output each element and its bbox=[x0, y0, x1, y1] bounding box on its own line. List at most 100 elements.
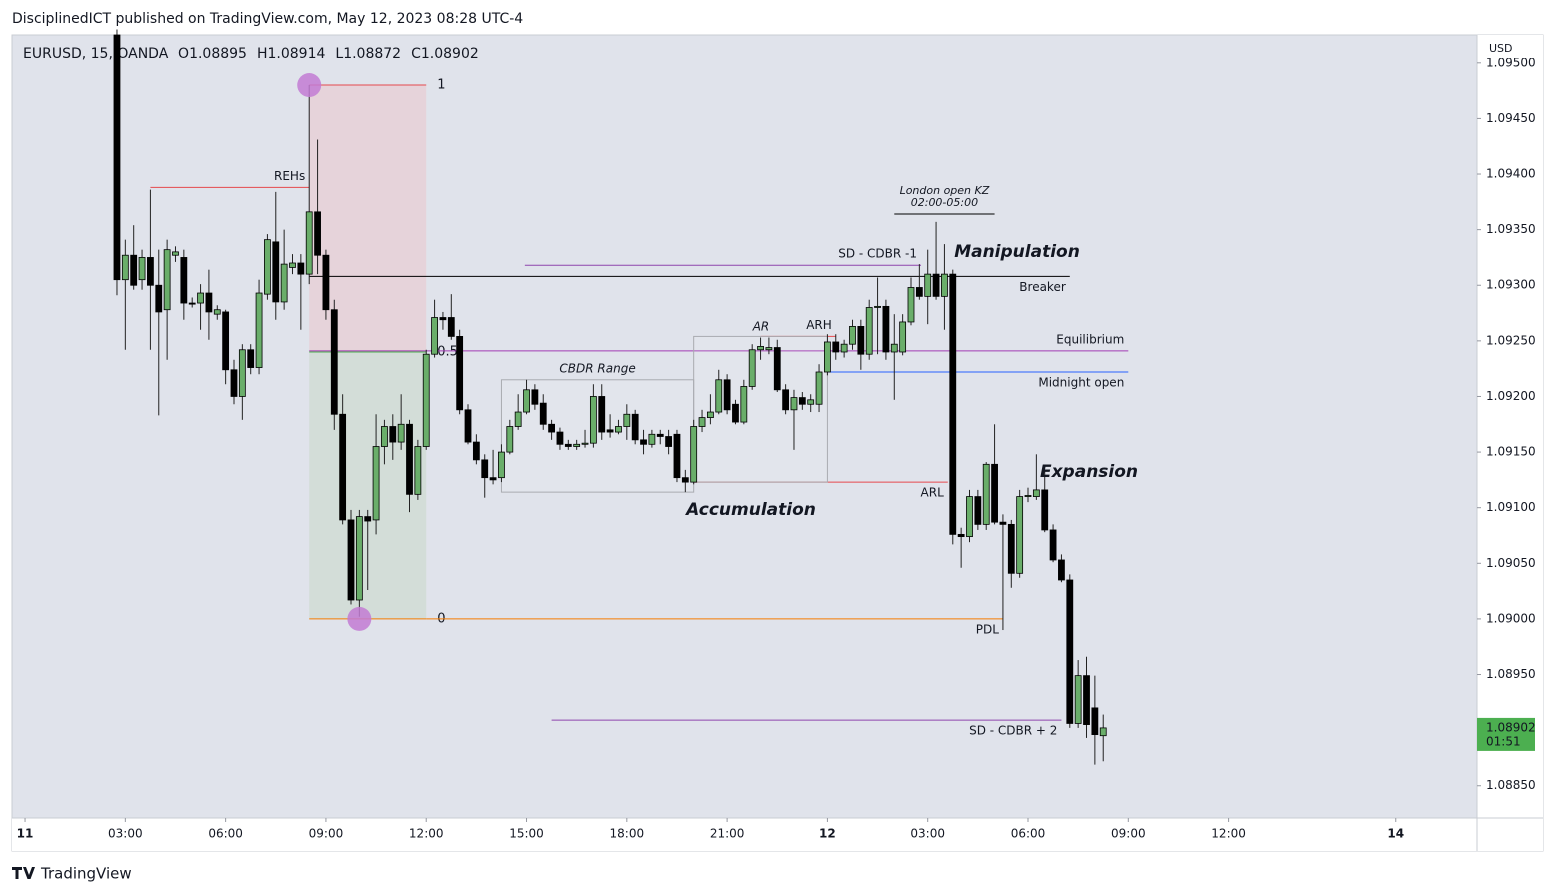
candle-body bbox=[857, 326, 865, 355]
level-label: ARH bbox=[806, 318, 832, 332]
candle-body bbox=[364, 516, 372, 522]
candle-body bbox=[531, 389, 539, 405]
candle-body bbox=[130, 254, 138, 286]
x-tick-label: 14 bbox=[1387, 827, 1404, 841]
currency-bg bbox=[1479, 40, 1539, 58]
candle-body bbox=[757, 346, 764, 351]
y-tick-label: 1.08950 bbox=[1486, 667, 1536, 681]
candle-body bbox=[1007, 523, 1015, 574]
candle-body bbox=[523, 389, 530, 413]
candle-body bbox=[765, 347, 773, 351]
annotation-text: Accumulation bbox=[684, 500, 816, 520]
price-axis-area bbox=[1477, 35, 1543, 851]
candle-body bbox=[874, 305, 881, 308]
candle-body bbox=[790, 397, 798, 411]
candle-body bbox=[815, 371, 823, 405]
candle-body bbox=[748, 349, 756, 387]
x-tick-label: 09:00 bbox=[1111, 827, 1146, 841]
brand-logo: TradingView bbox=[12, 865, 132, 883]
candle-body bbox=[656, 433, 664, 437]
candle-body bbox=[472, 441, 480, 461]
candle-body bbox=[1041, 489, 1049, 531]
candle-body bbox=[264, 239, 271, 295]
publisher-title: DisciplinedICT published on TradingView.… bbox=[12, 11, 523, 27]
candle-body bbox=[807, 399, 815, 405]
chart-frame bbox=[11, 34, 1544, 852]
candle-body bbox=[798, 397, 806, 405]
candle-body bbox=[389, 426, 397, 443]
y-tick-label: 1.09500 bbox=[1486, 55, 1536, 69]
candle-body bbox=[1074, 675, 1082, 724]
annotation-text: Expansion bbox=[1040, 462, 1138, 482]
candle-body bbox=[740, 386, 748, 423]
annotation-text: Manipulation bbox=[954, 242, 1080, 262]
ohlc-close: C1.08902 bbox=[411, 46, 479, 62]
level-label: SD - CDBR -1 bbox=[838, 247, 917, 261]
candle-body bbox=[698, 417, 706, 427]
candle-body bbox=[197, 292, 204, 304]
candle-body bbox=[832, 341, 840, 353]
candle-body bbox=[498, 451, 505, 479]
candle-body bbox=[589, 396, 597, 444]
x-tick-label: 06:00 bbox=[208, 827, 243, 841]
candle-body bbox=[147, 257, 154, 286]
candle-body bbox=[598, 396, 606, 433]
candle-body bbox=[673, 433, 681, 479]
candle-body bbox=[932, 273, 940, 297]
candle-body bbox=[222, 311, 230, 371]
candle-body bbox=[489, 477, 497, 481]
candle-body bbox=[564, 443, 572, 447]
annotation-text: AR bbox=[752, 320, 770, 334]
candle-body bbox=[573, 443, 581, 447]
x-tick-label: 03:00 bbox=[910, 827, 945, 841]
candle-body bbox=[606, 429, 614, 433]
x-tick-label: 11 bbox=[17, 827, 34, 841]
candle-body bbox=[966, 496, 973, 538]
candle-body bbox=[949, 273, 957, 535]
candle-body bbox=[255, 292, 263, 368]
session-label: London open KZ bbox=[900, 184, 990, 197]
candle-body bbox=[1099, 727, 1107, 737]
candle-body bbox=[347, 519, 355, 601]
y-tick-label: 1.09050 bbox=[1486, 556, 1536, 570]
candle-body bbox=[138, 257, 146, 281]
currency-label: USD bbox=[1489, 42, 1513, 55]
candle-body bbox=[322, 254, 330, 311]
candle-body bbox=[865, 307, 873, 355]
x-tick-label: 12:00 bbox=[1211, 827, 1246, 841]
candle-body bbox=[1032, 489, 1040, 497]
level-label: Breaker bbox=[1019, 280, 1066, 294]
y-tick-label: 1.09200 bbox=[1486, 389, 1536, 403]
candle-body bbox=[907, 287, 915, 323]
candle-body bbox=[556, 431, 564, 445]
fib-zone bbox=[309, 85, 427, 352]
candle-body bbox=[706, 411, 714, 419]
candle-body bbox=[280, 263, 288, 303]
candle-body bbox=[297, 262, 305, 275]
candle-body bbox=[773, 347, 781, 391]
last-price-label: 1.08902 bbox=[1486, 720, 1536, 734]
candle-body bbox=[615, 426, 622, 433]
candle-body bbox=[681, 477, 689, 483]
candle-body bbox=[481, 459, 489, 479]
x-tick-label: 21:00 bbox=[710, 827, 745, 841]
y-tick-label: 1.08850 bbox=[1486, 778, 1536, 792]
candle-body bbox=[506, 426, 514, 453]
x-tick-label: 06:00 bbox=[1011, 827, 1046, 841]
candle-body bbox=[999, 521, 1007, 525]
candle-body bbox=[915, 287, 923, 297]
fib-level-label: 1 bbox=[437, 78, 445, 93]
candle-body bbox=[1024, 495, 1032, 497]
x-tick-label: 03:00 bbox=[108, 827, 143, 841]
candle-body bbox=[890, 343, 898, 353]
level-label: Equilibrium bbox=[1056, 332, 1124, 346]
x-tick-label: 15:00 bbox=[509, 827, 544, 841]
candle-body bbox=[924, 273, 932, 297]
x-tick-label: 18:00 bbox=[610, 827, 645, 841]
candle-body bbox=[715, 379, 723, 413]
candle-body bbox=[1066, 579, 1074, 724]
fib-level-label: 0.5 bbox=[437, 344, 458, 359]
candle-body bbox=[314, 211, 321, 256]
